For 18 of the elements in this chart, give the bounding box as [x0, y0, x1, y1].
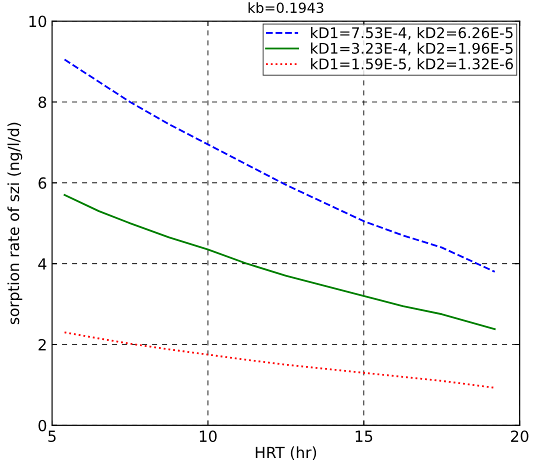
- x-tick-label: 20: [511, 430, 528, 442]
- y-tick-label: 8: [38, 96, 46, 108]
- x-tick-label: 10: [200, 430, 217, 442]
- chart-title: kb=0.1943: [248, 2, 324, 14]
- x-axis-title: HRT (hr): [256, 446, 316, 460]
- y-tick-label: 2: [38, 338, 46, 350]
- y-axis-title: sorption rate of szi (ng/l/d): [7, 122, 22, 324]
- x-tick-label: 5: [48, 430, 56, 442]
- line-series: [64, 194, 496, 330]
- legend-label: kD1=1.59E-5, kD2=1.32E-6: [311, 58, 513, 71]
- legend-label: kD1=7.53E-4, kD2=6.26E-5: [311, 26, 513, 40]
- y-tick-label: 10: [29, 16, 46, 28]
- y-tick-label: 6: [38, 177, 46, 189]
- legend-label: kD1=3.23E-4, kD2=1.96E-5: [311, 42, 513, 56]
- line-series: [64, 331, 496, 389]
- x-tick-label: 15: [356, 430, 372, 442]
- y-tick-label: 0: [38, 420, 46, 432]
- y-tick-label: 4: [38, 258, 46, 270]
